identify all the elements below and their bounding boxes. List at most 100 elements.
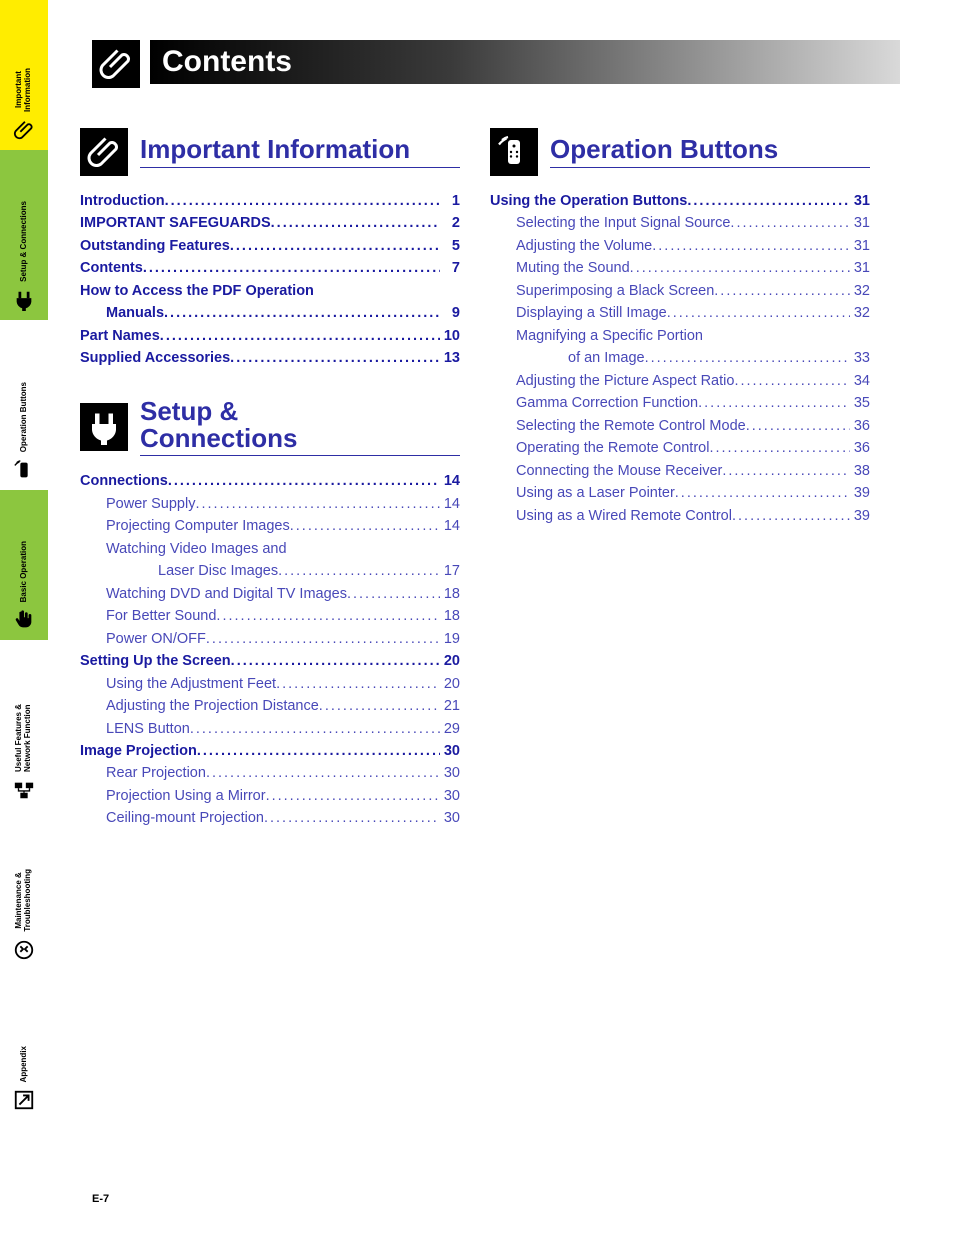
remote-icon (490, 128, 538, 176)
toc-entry-label: Ceiling-mount Projection (106, 807, 264, 829)
paperclip-icon (92, 40, 140, 88)
toc-entry[interactable]: Setting Up the Screen 20 (80, 650, 460, 672)
toc-entry[interactable]: Adjusting the Projection Distance 21 (80, 695, 460, 717)
dot-leader (734, 370, 849, 392)
toc-entry-page: 31 (850, 212, 870, 234)
toc-entry[interactable]: Selecting the Input Signal Source 31 (490, 212, 870, 234)
toc-section: Important InformationIntroduction 1IMPOR… (80, 128, 460, 370)
toc-entry-label: Adjusting the Volume (516, 235, 652, 257)
toc-entry-page: 13 (440, 347, 460, 369)
toc-entry-page: 30 (440, 785, 460, 807)
toc-entry[interactable]: Selecting the Remote Control Mode 36 (490, 415, 870, 437)
toc-entry[interactable]: Laser Disc Images 17 (80, 560, 460, 582)
toc-entry-page: 20 (440, 673, 460, 695)
toc-entry[interactable]: Magnifying a Specific Portion (490, 325, 870, 347)
page-number: E-7 (92, 1193, 109, 1205)
toc-entry-label: Adjusting the Projection Distance (106, 695, 319, 717)
sidebar-tab-5[interactable]: Maintenance & Troubleshooting (0, 810, 48, 970)
column-right: Operation ButtonsUsing the Operation But… (490, 128, 870, 858)
toc-entry-page: 19 (440, 628, 460, 650)
toc-entry[interactable]: Adjusting the Volume 31 (490, 235, 870, 257)
toc-entry-label: Muting the Sound (516, 257, 630, 279)
toc-entry[interactable]: Rear Projection 30 (80, 762, 460, 784)
toc-entry-label: Using the Operation Buttons (490, 190, 687, 212)
toc-entry-page: 14 (440, 515, 460, 537)
toc-entry-label: Selecting the Remote Control Mode (516, 415, 746, 437)
toc-entry-label: Manuals (80, 302, 164, 324)
toc-entry[interactable]: Operating the Remote Control 36 (490, 437, 870, 459)
toc-entry[interactable]: IMPORTANT SAFEGUARDS 2 (80, 212, 460, 234)
wrench-icon (12, 938, 36, 962)
toc-entry[interactable]: LENS Button 29 (80, 718, 460, 740)
toc-entry[interactable]: Supplied Accessories 13 (80, 347, 460, 369)
dot-leader (630, 257, 850, 279)
dot-leader (206, 762, 440, 784)
toc-entry[interactable]: Projecting Computer Images 14 (80, 515, 460, 537)
toc-entry-page: 2 (440, 212, 460, 234)
toc-entry[interactable]: Contents 7 (80, 257, 460, 279)
toc-entry[interactable]: Displaying a Still Image 32 (490, 302, 870, 324)
dot-leader (347, 583, 440, 605)
toc-entry[interactable]: Gamma Correction Function 35 (490, 392, 870, 414)
toc-entry[interactable]: Using the Adjustment Feet 20 (80, 673, 460, 695)
toc-entry[interactable]: Using as a Wired Remote Control 39 (490, 505, 870, 527)
toc-entry[interactable]: Power Supply 14 (80, 493, 460, 515)
dot-leader (264, 807, 440, 829)
toc-entry[interactable]: of an Image 33 (490, 347, 870, 369)
toc-entry[interactable]: Adjusting the Picture Aspect Ratio 34 (490, 370, 870, 392)
toc-entry[interactable]: How to Access the PDF Operation (80, 280, 460, 302)
toc-entry-page: 30 (440, 740, 460, 762)
dot-leader (276, 673, 440, 695)
toc-entry[interactable]: Using the Operation Buttons 31 (490, 190, 870, 212)
sidebar-tab-2[interactable]: Operation Buttons (0, 320, 48, 490)
toc-entry[interactable]: Superimposing a Black Screen 32 (490, 280, 870, 302)
toc-entry[interactable]: Using as a Laser Pointer 39 (490, 482, 870, 504)
toc-entry[interactable]: Connecting the Mouse Receiver 38 (490, 460, 870, 482)
toc-entry-label: Adjusting the Picture Aspect Ratio (516, 370, 734, 392)
dot-leader (714, 280, 850, 302)
toc-entry-label: Using the Adjustment Feet (106, 673, 276, 695)
sidebar-tab-label: Important Information (15, 68, 33, 112)
dot-leader (687, 190, 850, 212)
toc-entry-label: Selecting the Input Signal Source (516, 212, 730, 234)
toc-entry[interactable]: Connections 14 (80, 470, 460, 492)
toc-entry-label: Connections (80, 470, 168, 492)
dot-leader (319, 695, 440, 717)
toc-entry[interactable]: Projection Using a Mirror 30 (80, 785, 460, 807)
toc-entry[interactable]: Muting the Sound 31 (490, 257, 870, 279)
toc-entry-page: 18 (440, 583, 460, 605)
toc-entry-label: Contents (80, 257, 143, 279)
toc-entry[interactable]: Power ON/OFF 19 (80, 628, 460, 650)
sidebar-tab-0[interactable]: Important Information (0, 0, 48, 150)
toc-entry[interactable]: Image Projection 30 (80, 740, 460, 762)
sidebar-tab-6[interactable]: Appendix (0, 970, 48, 1120)
toc-entry-page: 21 (440, 695, 460, 717)
paperclip-icon (12, 118, 36, 142)
toc-entry-label: Magnifying a Specific Portion (516, 325, 703, 347)
dot-leader (746, 415, 850, 437)
toc-entry-label: Supplied Accessories (80, 347, 230, 369)
network-icon (12, 778, 36, 802)
toc-entry[interactable]: Introduction 1 (80, 190, 460, 212)
dot-leader (195, 493, 439, 515)
sidebar-tab-4[interactable]: Useful Features & Network Function (0, 640, 48, 810)
sidebar-tab-1[interactable]: Setup & Connections (0, 150, 48, 320)
toc-entry[interactable]: Ceiling-mount Projection 30 (80, 807, 460, 829)
toc-list: Using the Operation Buttons 31Selecting … (490, 190, 870, 527)
toc-entry[interactable]: Manuals 9 (80, 302, 460, 324)
sidebar-tab-3[interactable]: Basic Operation (0, 490, 48, 640)
sidebar-tab-label: Useful Features & Network Function (15, 704, 33, 772)
sidebar-tab-label: Appendix (20, 1046, 29, 1082)
toc-entry[interactable]: Outstanding Features 5 (80, 235, 460, 257)
toc-section: Setup & ConnectionsConnections 14Power S… (80, 398, 460, 830)
page-title: Contents (162, 45, 292, 79)
dot-leader (730, 212, 849, 234)
toc-entry[interactable]: Part Names 10 (80, 325, 460, 347)
toc-entry-page: 31 (850, 235, 870, 257)
toc-entry-label: LENS Button (106, 718, 190, 740)
toc-entry[interactable]: Watching Video Images and (80, 538, 460, 560)
toc-entry[interactable]: For Better Sound 18 (80, 605, 460, 627)
dot-leader (667, 302, 850, 324)
remote-icon (12, 458, 36, 482)
toc-entry[interactable]: Watching DVD and Digital TV Images 18 (80, 583, 460, 605)
